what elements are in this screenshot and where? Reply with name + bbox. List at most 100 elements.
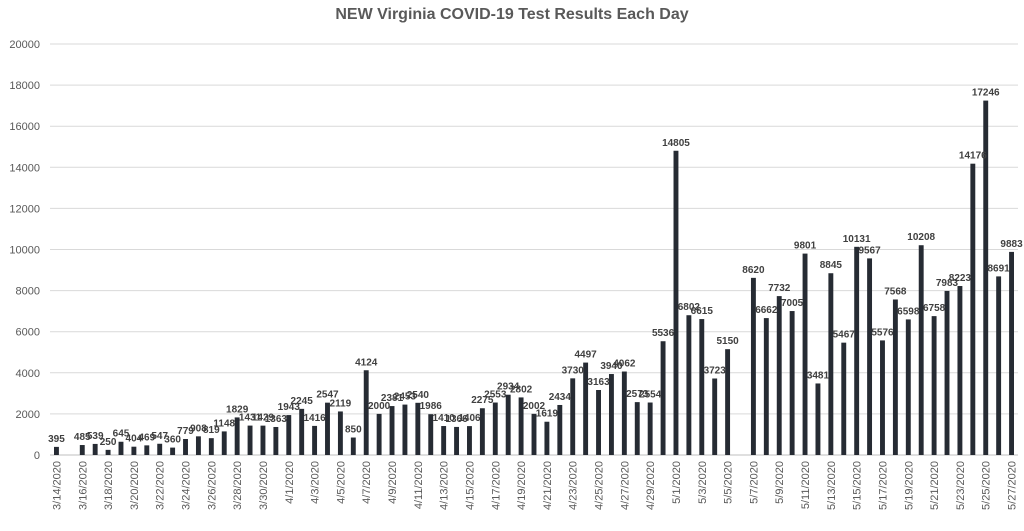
x-tick-label: 5/13/2020 <box>826 461 838 510</box>
y-tick-label: 4000 <box>16 368 40 380</box>
x-tick-label: 5/11/2020 <box>800 461 812 509</box>
x-tick-label: 4/1/2020 <box>284 461 296 504</box>
data-label: 547 <box>151 431 168 442</box>
data-label: 1429 <box>252 413 275 424</box>
data-label: 2245 <box>291 396 314 407</box>
bar <box>918 245 924 455</box>
x-tick-label: 3/14/2020 <box>51 461 63 510</box>
data-label: 3163 <box>587 377 610 388</box>
y-tick-label: 16000 <box>9 121 40 133</box>
bar <box>531 413 537 455</box>
bar <box>828 273 834 455</box>
bar-layer <box>54 100 1014 456</box>
x-tick-label: 5/7/2020 <box>748 461 760 504</box>
data-label: 4497 <box>575 350 598 361</box>
bar <box>312 425 318 455</box>
x-tick-label: 3/20/2020 <box>129 461 141 510</box>
bar <box>1009 251 1014 455</box>
data-label: 250 <box>100 437 117 448</box>
bar <box>763 318 769 455</box>
x-tick-label: 3/30/2020 <box>258 461 270 510</box>
data-label-layer: 395 4855392506454044695473607799088191148… <box>48 88 1023 448</box>
data-label: 2002 <box>523 401 546 412</box>
bar <box>841 342 847 455</box>
bar <box>118 441 124 455</box>
bar <box>415 402 421 455</box>
bar <box>402 404 408 455</box>
bar <box>441 426 447 455</box>
bar <box>195 436 201 455</box>
data-label: 1148 <box>213 418 235 429</box>
data-label: 5150 <box>716 336 739 347</box>
data-label: 9801 <box>794 241 817 252</box>
y-tick-label: 14000 <box>9 162 40 174</box>
bar <box>802 253 808 455</box>
bar <box>634 402 640 455</box>
data-label: 3730 <box>562 365 585 376</box>
bar <box>131 446 137 455</box>
bar <box>725 349 731 455</box>
data-label: 1416 <box>303 413 326 424</box>
data-label: 779 <box>177 426 194 437</box>
x-tick-label: 3/18/2020 <box>103 461 115 510</box>
data-label: 1363 <box>265 414 288 425</box>
bar <box>54 446 59 455</box>
bar <box>286 415 292 455</box>
x-tick-label: 3/22/2020 <box>155 461 167 510</box>
y-tick-label: 8000 <box>16 286 40 298</box>
bar <box>905 319 911 455</box>
data-label: 2540 <box>407 390 430 401</box>
data-label: 2434 <box>549 392 572 403</box>
x-tick-label: 4/5/2020 <box>335 461 347 504</box>
y-tick-label: 10000 <box>9 245 40 257</box>
data-label: 8620 <box>742 265 765 276</box>
bar <box>325 402 330 455</box>
bar <box>892 299 898 455</box>
x-tick-label: 4/23/2020 <box>568 461 580 510</box>
x-tick-label: 5/19/2020 <box>903 461 915 510</box>
data-label: 10208 <box>907 232 935 243</box>
data-label: 2000 <box>368 401 391 412</box>
data-label: 9883 <box>1000 239 1023 250</box>
data-label: 539 <box>87 431 104 442</box>
x-tick-label: 4/19/2020 <box>516 461 528 510</box>
bar <box>428 414 434 455</box>
x-tick-label: 5/25/2020 <box>981 461 993 510</box>
data-label: 2275 <box>471 395 494 406</box>
bar <box>880 340 885 455</box>
bar <box>867 258 873 455</box>
y-tick-label: 6000 <box>16 327 40 339</box>
x-tick-label: 4/11/2020 <box>413 461 425 509</box>
data-label: 395 <box>48 434 65 445</box>
bar <box>789 311 795 455</box>
data-label: 10131 <box>843 234 871 245</box>
bar <box>350 437 356 455</box>
x-tick-label: 5/1/2020 <box>671 461 683 504</box>
data-label: 7983 <box>936 278 959 289</box>
x-tick-label: 5/17/2020 <box>877 461 889 510</box>
bar <box>183 438 188 455</box>
data-label: 485 <box>74 432 91 443</box>
data-label: 1986 <box>420 401 443 412</box>
bar <box>505 394 511 455</box>
bar <box>376 413 382 455</box>
x-tick-label: 5/15/2020 <box>852 461 864 510</box>
bar <box>621 371 627 455</box>
bar <box>996 276 1002 455</box>
x-tick-label: 3/16/2020 <box>77 461 89 510</box>
x-tick-label: 4/29/2020 <box>645 461 657 510</box>
data-label: 1431 <box>239 413 262 424</box>
bar <box>557 404 563 455</box>
y-tick-label: 18000 <box>9 80 40 92</box>
y-tick-label: 2000 <box>16 409 40 421</box>
data-label: 1366 <box>445 414 468 425</box>
data-label: 7568 <box>884 286 907 297</box>
bar <box>518 397 524 455</box>
x-tick-label: 3/28/2020 <box>232 461 244 510</box>
data-label: 14805 <box>662 138 690 149</box>
bar <box>776 296 782 455</box>
data-label: 9567 <box>858 245 881 256</box>
y-tick-label: 0 <box>34 450 40 462</box>
x-tick-label: 5/3/2020 <box>697 461 709 504</box>
data-label: 3481 <box>807 370 830 381</box>
